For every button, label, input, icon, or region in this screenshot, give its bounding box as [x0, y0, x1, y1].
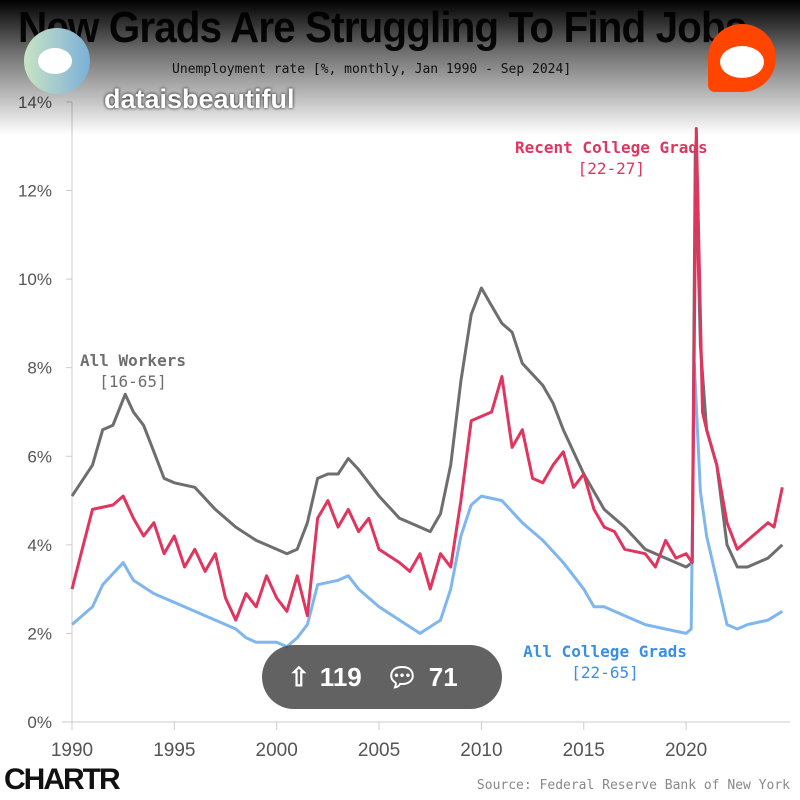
snoo-face-icon	[720, 46, 764, 78]
subreddit-avatar[interactable]	[24, 28, 90, 94]
series-name: Recent College Grads	[515, 138, 708, 157]
series-name: All College Grads	[523, 642, 687, 661]
y-tick-label: 4%	[27, 536, 52, 555]
legend-all-workers: All Workers [16-65]	[80, 350, 186, 392]
snoo-icon	[38, 48, 72, 74]
series-range: [22-27]	[577, 159, 646, 178]
x-tick-label: 2015	[563, 740, 605, 761]
x-tick-label: 2005	[358, 740, 400, 761]
x-tick-label: 2020	[665, 740, 707, 761]
legend-recent-grads: Recent College Grads [22-27]	[515, 137, 708, 179]
chartr-logo: CHARTR	[4, 763, 121, 796]
reddit-logo-icon[interactable]	[708, 24, 776, 92]
y-tick-label: 8%	[27, 359, 52, 378]
y-tick-label: 10%	[18, 270, 52, 289]
comment-icon[interactable]: 💬︎	[385, 661, 419, 692]
x-tick-label: 2010	[460, 740, 502, 761]
upvote-count[interactable]: 119	[319, 661, 362, 692]
chart-subtitle: Unemployment rate [%, monthly, Jan 1990 …	[172, 62, 572, 77]
upvote-icon[interactable]: ⇧	[288, 661, 310, 692]
series-line-all-grads	[71, 361, 784, 649]
x-tick-label: 1990	[51, 740, 93, 761]
comment-count[interactable]: 71	[428, 661, 458, 692]
series-range: [22-65]	[571, 663, 639, 682]
series-range: [16-65]	[99, 372, 167, 391]
y-tick-label: 12%	[18, 182, 52, 201]
chart-title: New Grads Are Struggling To Find Jobs	[18, 3, 747, 52]
y-tick-label: 2%	[27, 624, 52, 643]
y-tick-label: 14%	[18, 93, 52, 112]
series-line-recent-grads	[70, 127, 784, 622]
y-tick-label: 6%	[27, 447, 52, 466]
subreddit-name[interactable]: dataisbeautiful	[104, 84, 295, 114]
x-tick-label: 2000	[256, 740, 298, 761]
series-name: All Workers	[80, 351, 186, 370]
y-tick-label: 0%	[27, 713, 52, 732]
legend-all-grads: All College Grads [22-65]	[520, 641, 690, 683]
x-tick-label: 1995	[153, 740, 195, 761]
source-note: Source: Federal Reserve Bank of New York	[476, 778, 790, 793]
engagement-bar: ⇧ 119 💬︎ 71	[262, 645, 502, 709]
